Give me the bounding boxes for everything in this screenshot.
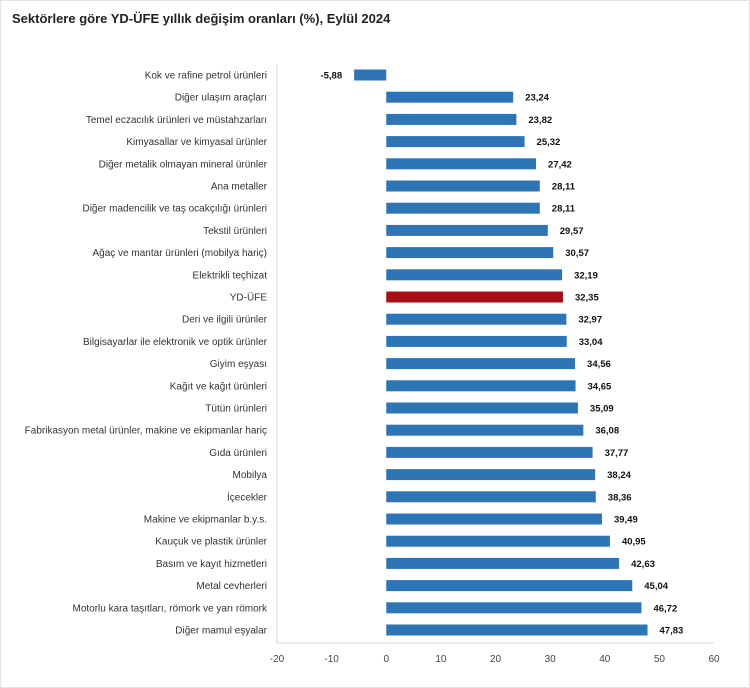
data-label: 35,09	[590, 404, 614, 415]
bar	[386, 158, 537, 170]
x-tick-label: 30	[545, 654, 557, 665]
data-label: 37,77	[605, 448, 629, 459]
category-label: Kimyasallar ve kimyasal ürünler	[126, 137, 267, 148]
category-label: Kok ve rafine petrol ürünleri	[145, 71, 267, 82]
x-tick-label: 20	[490, 654, 502, 665]
category-label: Fabrikasyon metal ürünler, makine ve eki…	[25, 426, 267, 437]
category-label: İçecekler	[227, 490, 268, 503]
category-label: Diğer mamul eşyalar	[175, 626, 267, 637]
category-label: Giyim eşyası	[210, 359, 267, 370]
category-label: Temel eczacılık ürünleri ve müstahzarlar…	[86, 115, 267, 126]
data-label: 36,08	[595, 426, 619, 437]
category-label: Diğer ulaşım araçları	[175, 93, 267, 104]
data-label: 28,11	[552, 204, 576, 215]
x-tick-label: 50	[654, 654, 666, 665]
data-label: 28,11	[552, 182, 576, 193]
x-tick-label: -20	[270, 654, 285, 665]
bar	[386, 91, 514, 103]
category-label: Gıda ürünleri	[209, 448, 267, 459]
bar	[386, 424, 584, 436]
category-label: Deri ve ilgili ürünler	[182, 315, 268, 326]
data-label: 33,04	[579, 337, 603, 348]
bar	[386, 358, 576, 370]
data-label: 38,36	[608, 492, 632, 503]
chart-title: Sektörlere göre YD-ÜFE yıllık değişim or…	[12, 11, 391, 26]
category-label: Ana metaller	[211, 182, 268, 193]
bar	[386, 335, 567, 347]
data-label: 23,24	[525, 93, 549, 104]
bar	[386, 247, 554, 259]
category-label: Diğer madencilik ve taş ocakçılığı ürünl…	[82, 204, 267, 215]
bar	[386, 380, 576, 392]
bar	[386, 557, 620, 569]
x-tick-label: 40	[599, 654, 611, 665]
x-tick-label: -10	[324, 654, 339, 665]
data-label: 42,63	[631, 559, 655, 570]
data-label: 34,65	[588, 381, 612, 392]
bar	[386, 136, 525, 148]
bar	[386, 269, 563, 281]
x-tick-label: 0	[383, 654, 389, 665]
category-label: Diğer metalik olmayan mineral ürünler	[99, 159, 268, 170]
data-label: 32,19	[574, 270, 598, 281]
category-label: Metal cevherleri	[196, 581, 267, 592]
bar	[386, 491, 596, 503]
category-label: Motorlu kara taşıtları, römork ve yarı r…	[73, 603, 268, 614]
x-tick-label: 10	[435, 654, 447, 665]
bar	[386, 113, 517, 125]
category-label: Elektrikli teçhizat	[193, 270, 268, 281]
data-label: 45,04	[644, 581, 668, 592]
category-label: Kauçuk ve plastik ürünler	[155, 537, 267, 548]
x-tick-label: 60	[708, 654, 720, 665]
bar	[386, 291, 563, 303]
data-label: 38,24	[607, 470, 631, 481]
bar	[354, 69, 387, 81]
bar	[386, 180, 540, 192]
bar	[386, 446, 593, 458]
category-label: Tekstil ürünleri	[203, 226, 267, 237]
bar	[386, 513, 602, 525]
data-label: 39,49	[614, 515, 638, 526]
data-label: 29,57	[560, 226, 584, 237]
category-label: Basım ve kayıt hizmetleri	[156, 559, 267, 570]
data-label: 25,32	[537, 137, 561, 148]
bar	[386, 313, 567, 325]
category-label: Kağıt ve kağıt ürünleri	[170, 381, 267, 392]
data-label: 34,56	[587, 359, 611, 370]
data-label: 40,95	[622, 537, 646, 548]
bar	[386, 224, 548, 236]
bar	[386, 580, 633, 592]
data-label: 32,97	[578, 315, 602, 326]
bar	[386, 469, 596, 481]
data-label: 23,82	[528, 115, 552, 126]
bar	[386, 402, 578, 414]
category-label: Ağaç ve mantar ürünleri (mobilya hariç)	[92, 248, 267, 259]
bar	[386, 535, 610, 547]
data-label: 47,83	[660, 626, 684, 637]
data-label: 32,35	[575, 293, 599, 304]
data-label: 30,57	[565, 248, 589, 259]
category-label: Mobilya	[233, 470, 268, 481]
bar	[386, 624, 648, 636]
category-label: Makine ve ekipmanlar b.y.s.	[144, 515, 267, 526]
data-label: 27,42	[548, 159, 572, 170]
data-label: 46,72	[653, 603, 677, 614]
category-label: Tütün ürünleri	[205, 404, 267, 415]
data-label: -5,88	[320, 71, 342, 82]
bar	[386, 202, 540, 214]
bar	[386, 602, 642, 614]
category-label: YD-ÜFE	[230, 292, 268, 304]
category-label: Bilgisayarlar ile elektronik ve optik ür…	[83, 337, 268, 348]
